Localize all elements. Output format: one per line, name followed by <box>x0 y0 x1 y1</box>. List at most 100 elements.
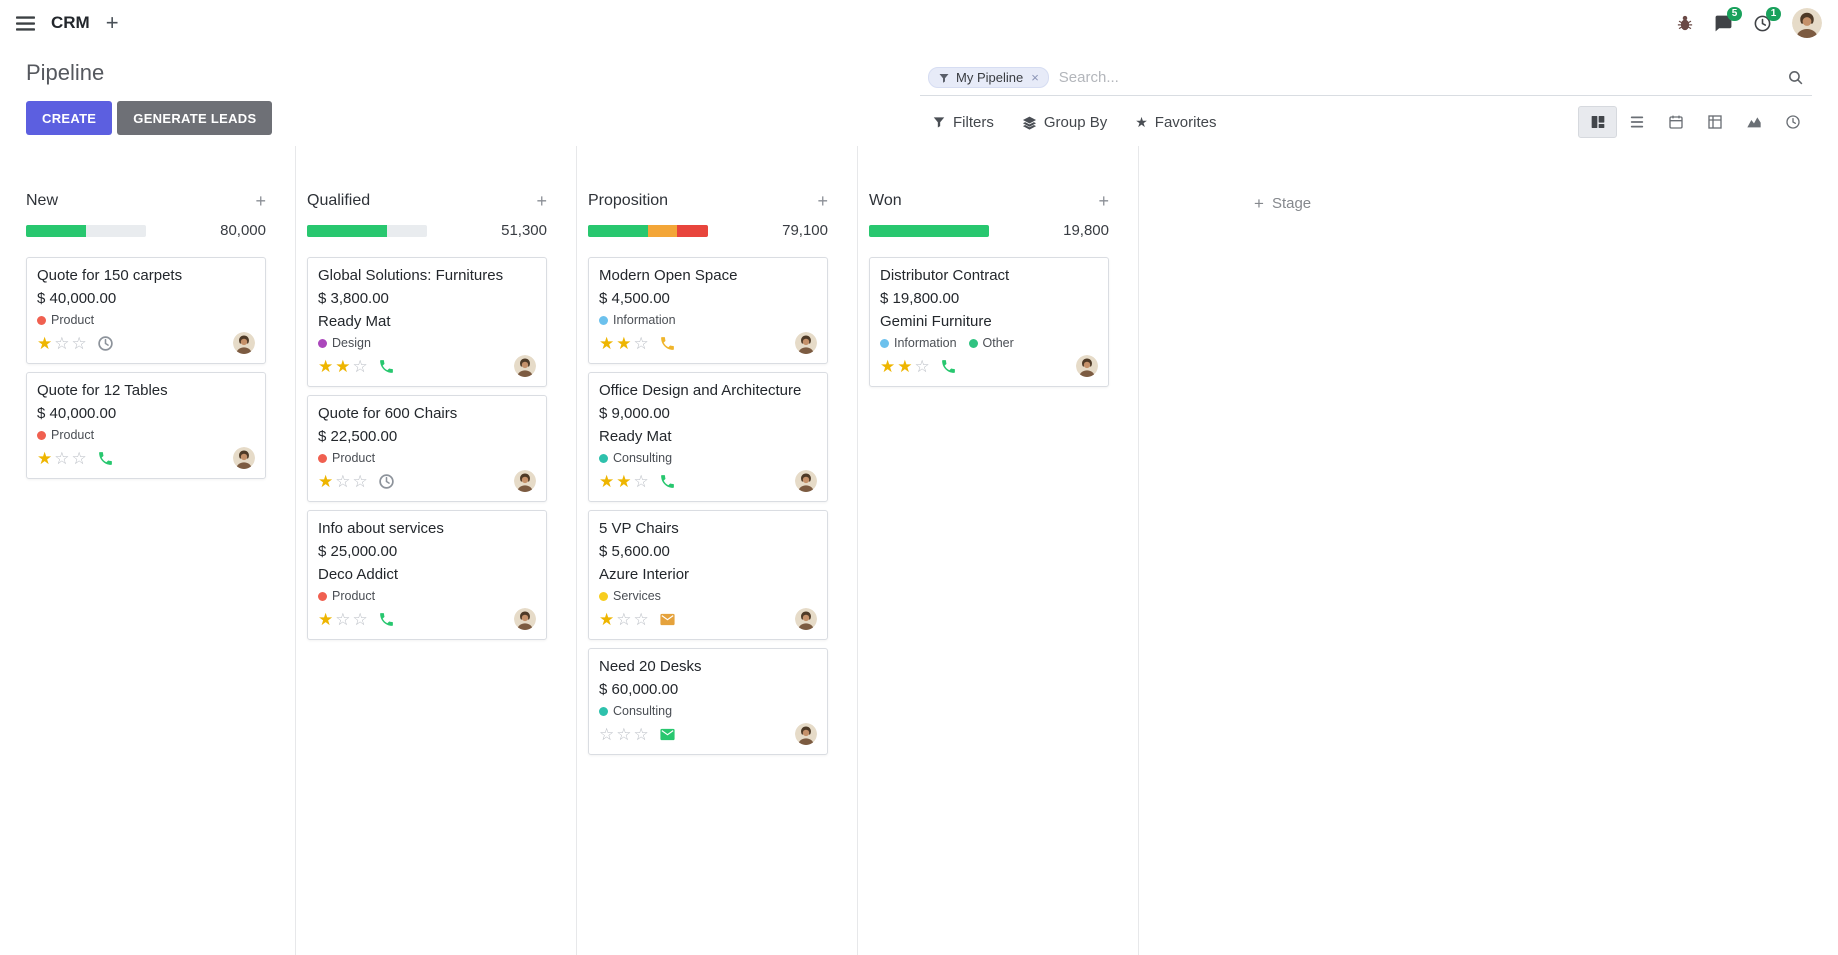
search-bar[interactable]: My Pipeline × <box>920 60 1812 96</box>
kanban-view-button[interactable] <box>1578 106 1617 138</box>
column-progressbar[interactable] <box>869 224 989 237</box>
star-filled-icon[interactable]: ★ <box>37 333 53 353</box>
kanban-card[interactable]: Modern Open Space $ 4,500.00 Information… <box>588 257 828 364</box>
star-empty-icon[interactable]: ☆ <box>54 448 70 468</box>
kanban-card[interactable]: Global Solutions: Furnitures $ 3,800.00 … <box>307 257 547 387</box>
graph-view-button[interactable] <box>1734 106 1773 138</box>
star-empty-icon[interactable]: ☆ <box>633 471 649 491</box>
star-filled-icon[interactable]: ★ <box>318 609 334 629</box>
star-empty-icon[interactable]: ☆ <box>633 724 649 744</box>
activity-view-button[interactable] <box>1773 106 1812 138</box>
priority-stars[interactable]: ★ ☆ ☆ <box>599 611 649 628</box>
priority-stars[interactable]: ★ ★ ☆ <box>880 358 930 375</box>
priority-stars[interactable]: ★ ☆ ☆ <box>37 335 87 352</box>
activity-icon[interactable] <box>378 611 395 628</box>
kanban-card[interactable]: Distributor Contract $ 19,800.00 Gemini … <box>869 257 1109 387</box>
column-title[interactable]: Proposition <box>588 192 669 209</box>
column-progressbar[interactable] <box>588 224 708 237</box>
activity-icon[interactable] <box>378 473 395 490</box>
progress-segment[interactable] <box>648 224 677 237</box>
star-empty-icon[interactable]: ☆ <box>335 471 351 491</box>
apps-menu-icon[interactable] <box>16 15 35 31</box>
priority-stars[interactable]: ★ ☆ ☆ <box>318 611 368 628</box>
star-empty-icon[interactable]: ☆ <box>616 724 632 744</box>
star-filled-icon[interactable]: ★ <box>37 448 53 468</box>
star-empty-icon[interactable]: ☆ <box>54 333 70 353</box>
kanban-card[interactable]: Office Design and Architecture $ 9,000.0… <box>588 372 828 502</box>
search-facet[interactable]: My Pipeline × <box>928 67 1049 88</box>
progress-segment[interactable] <box>26 224 86 237</box>
priority-stars[interactable]: ★ ★ ☆ <box>318 358 368 375</box>
create-button[interactable]: CREATE <box>26 101 113 135</box>
star-filled-icon[interactable]: ★ <box>318 356 334 376</box>
kanban-card[interactable]: Quote for 600 Chairs $ 22,500.00 Product… <box>307 395 547 502</box>
column-quick-create-icon[interactable]: + <box>1098 191 1109 211</box>
pivot-view-button[interactable] <box>1695 106 1734 138</box>
column-quick-create-icon[interactable]: + <box>255 191 266 211</box>
favorites-button[interactable]: ★ Favorites <box>1135 114 1216 131</box>
activity-icon[interactable] <box>659 335 676 352</box>
star-empty-icon[interactable]: ☆ <box>352 356 368 376</box>
activity-icon[interactable] <box>378 358 395 375</box>
kanban-card[interactable]: Quote for 12 Tables $ 40,000.00 Product … <box>26 372 266 479</box>
user-avatar[interactable] <box>1792 8 1822 38</box>
group-by-button[interactable]: Group By <box>1022 114 1107 131</box>
star-filled-icon[interactable]: ★ <box>616 471 632 491</box>
progress-segment[interactable] <box>307 224 388 237</box>
generate-leads-button[interactable]: GENERATE LEADS <box>117 101 273 135</box>
column-title[interactable]: New <box>26 192 59 209</box>
star-empty-icon[interactable]: ☆ <box>633 333 649 353</box>
facet-remove-icon[interactable]: × <box>1031 70 1039 85</box>
debug-icon[interactable] <box>1676 14 1694 32</box>
column-progressbar[interactable] <box>307 224 427 237</box>
column-quick-create-icon[interactable]: + <box>536 191 547 211</box>
kanban-card[interactable]: 5 VP Chairs $ 5,600.00 Azure Interior Se… <box>588 510 828 640</box>
progress-segment[interactable] <box>869 224 989 237</box>
star-empty-icon[interactable]: ☆ <box>633 609 649 629</box>
column-title[interactable]: Won <box>869 192 902 209</box>
progress-segment[interactable] <box>588 224 648 237</box>
progress-segment[interactable] <box>676 224 708 237</box>
star-empty-icon[interactable]: ☆ <box>352 609 368 629</box>
column-progressbar[interactable] <box>26 224 146 237</box>
priority-stars[interactable]: ★ ★ ☆ <box>599 473 649 490</box>
star-empty-icon[interactable]: ☆ <box>352 471 368 491</box>
star-empty-icon[interactable]: ☆ <box>71 448 87 468</box>
app-name[interactable]: CRM <box>51 13 90 32</box>
star-empty-icon[interactable]: ☆ <box>335 609 351 629</box>
star-empty-icon[interactable]: ☆ <box>616 609 632 629</box>
kanban-card[interactable]: Need 20 Desks $ 60,000.00 Consulting ☆ ☆ ☆ <box>588 648 828 755</box>
search-icon[interactable] <box>1787 69 1804 86</box>
star-filled-icon[interactable]: ★ <box>335 356 351 376</box>
activity-icon[interactable] <box>659 726 676 743</box>
priority-stars[interactable]: ★ ☆ ☆ <box>37 450 87 467</box>
star-empty-icon[interactable]: ☆ <box>914 356 930 376</box>
add-stage-button[interactable]: + Stage <box>1254 195 1311 212</box>
search-input[interactable] <box>1058 69 1777 86</box>
column-quick-create-icon[interactable]: + <box>817 191 828 211</box>
kanban-card[interactable]: Quote for 150 carpets $ 40,000.00 Produc… <box>26 257 266 364</box>
star-empty-icon[interactable]: ☆ <box>71 333 87 353</box>
star-filled-icon[interactable]: ★ <box>599 471 615 491</box>
activity-icon[interactable] <box>659 473 676 490</box>
star-filled-icon[interactable]: ★ <box>599 609 615 629</box>
kanban-card[interactable]: Info about services $ 25,000.00 Deco Add… <box>307 510 547 640</box>
priority-stars[interactable]: ☆ ☆ ☆ <box>599 726 649 743</box>
activities-clock-icon[interactable]: 1 <box>1753 6 1781 33</box>
column-title[interactable]: Qualified <box>307 192 371 209</box>
star-filled-icon[interactable]: ★ <box>897 356 913 376</box>
star-filled-icon[interactable]: ★ <box>616 333 632 353</box>
star-filled-icon[interactable]: ★ <box>318 471 334 491</box>
priority-stars[interactable]: ★ ☆ ☆ <box>318 473 368 490</box>
list-view-button[interactable] <box>1617 106 1656 138</box>
activity-icon[interactable] <box>659 611 676 628</box>
messages-icon[interactable]: 5 <box>1714 6 1742 33</box>
star-filled-icon[interactable]: ★ <box>599 333 615 353</box>
activity-icon[interactable] <box>97 450 114 467</box>
star-filled-icon[interactable]: ★ <box>880 356 896 376</box>
filters-button[interactable]: Filters <box>932 114 994 131</box>
star-empty-icon[interactable]: ☆ <box>599 724 615 744</box>
activity-icon[interactable] <box>97 335 114 352</box>
navbar-plus-icon[interactable]: + <box>105 10 119 35</box>
calendar-view-button[interactable] <box>1656 106 1695 138</box>
